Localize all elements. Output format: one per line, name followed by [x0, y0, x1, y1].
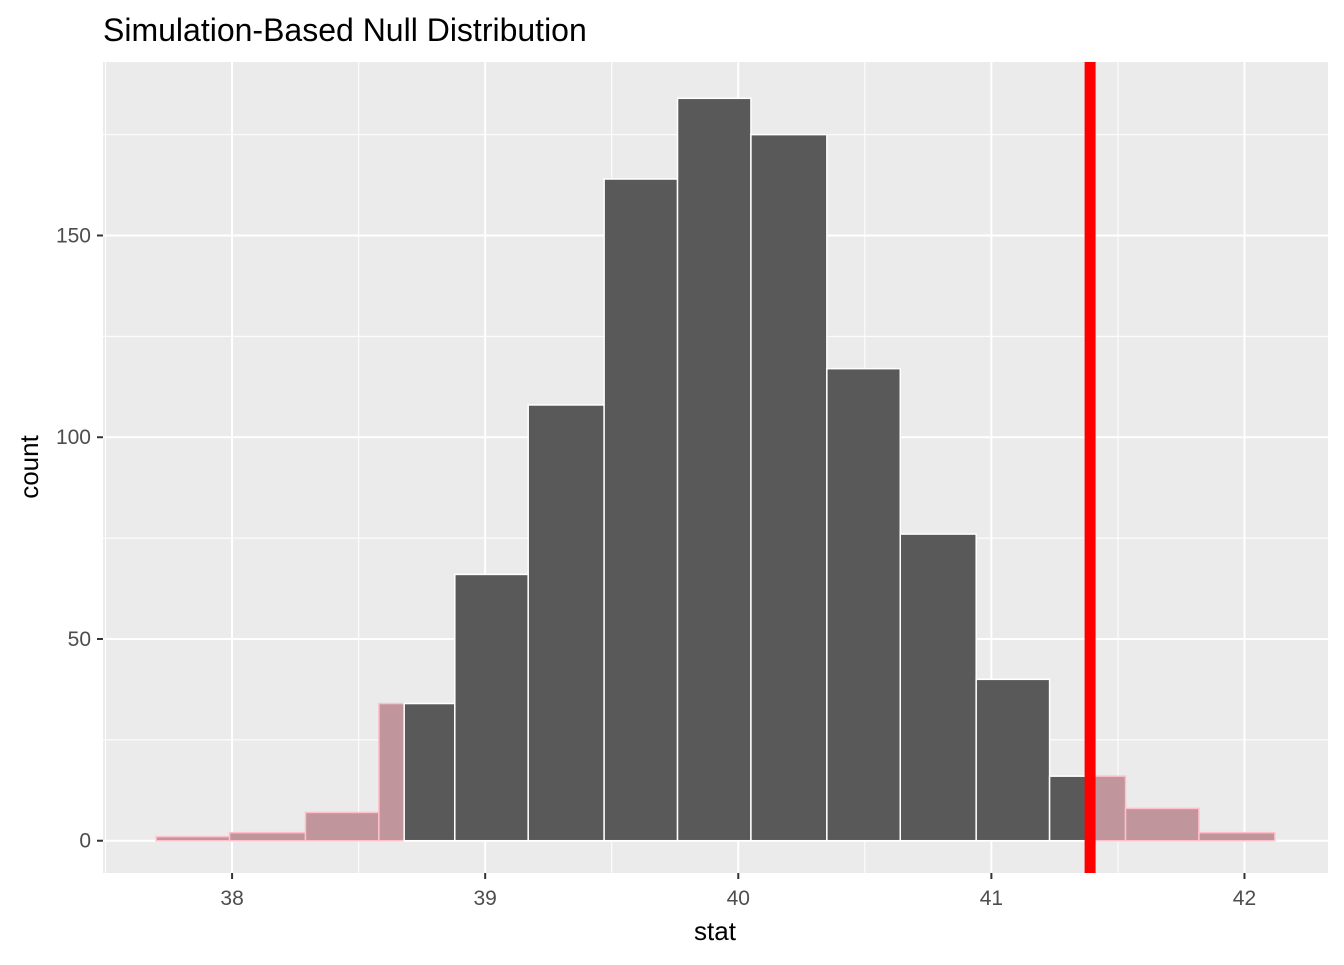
x-tick-label: 39 [474, 887, 497, 910]
histogram-bar [750, 133, 828, 842]
histogram-bar [975, 678, 1051, 842]
histogram-bar-shaded [304, 811, 380, 842]
histogram-bar [676, 97, 752, 842]
histogram-bar-shaded [1124, 807, 1200, 842]
histogram-bar [1048, 775, 1091, 842]
histogram-bar-shaded [378, 702, 405, 842]
histogram-bar-shaded [155, 835, 231, 842]
x-axis-label: stat [694, 916, 737, 946]
histogram-bar-shaded [1198, 831, 1276, 842]
histogram-bar [603, 178, 679, 842]
x-tick-label: 42 [1233, 887, 1256, 910]
y-tick-label: 100 [56, 426, 91, 449]
x-tick-label: 41 [980, 887, 1003, 910]
y-tick-label: 0 [79, 830, 91, 853]
histogram-bar [527, 404, 605, 842]
histogram-bar-shaded [228, 831, 307, 842]
y-axis-label: count [14, 434, 44, 498]
x-tick-label: 40 [727, 887, 750, 910]
axes: 38 39 40 41 42 0 50 100 150 [56, 224, 1256, 910]
y-tick-label: 50 [68, 628, 91, 651]
y-tick-label: 150 [56, 224, 91, 247]
x-tick-label: 38 [220, 887, 243, 910]
histogram-bar [899, 533, 977, 842]
chart-title: Simulation-Based Null Distribution [103, 12, 587, 48]
histogram-bar [826, 367, 902, 842]
histogram-bar [403, 702, 456, 842]
bars [155, 97, 1276, 842]
histogram-bar-shaded [1089, 775, 1127, 842]
histogram-bar [454, 573, 529, 842]
